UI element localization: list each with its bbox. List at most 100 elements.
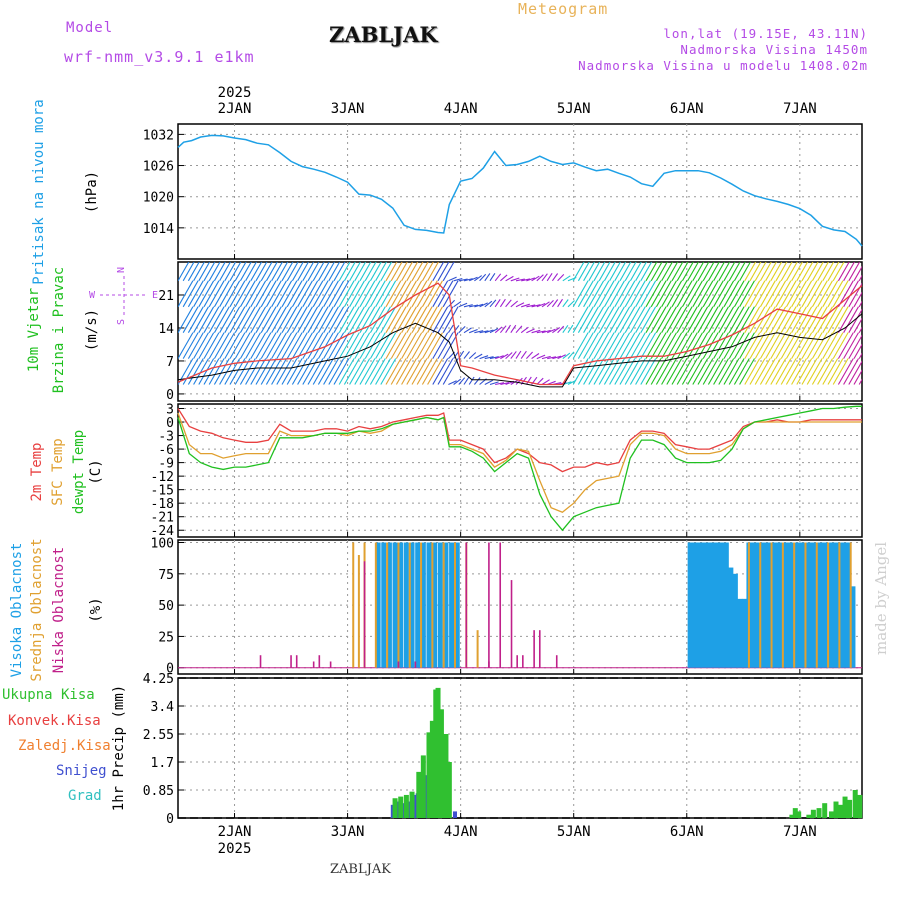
wind-barb [567,324,574,333]
model-elevation-info: Nadmorska Visina u modelu 1408.02m [578,58,868,73]
wind-barb [463,351,470,359]
elevation-info: Nadmorska Visina 1450m [680,42,868,57]
wind-barb [811,280,828,308]
wind-barb [723,262,736,282]
wind-barb [437,306,454,333]
high-cloud-bar [737,598,743,668]
panel-wind: 0 7 14 21 [158,261,863,403]
wind-barb [495,355,504,360]
wind-barb [624,262,637,282]
wind-barb [421,332,438,359]
wind-barb [572,306,589,333]
wind-barb [291,332,308,359]
rain-bar [398,796,404,818]
wind-barb [250,262,263,282]
wind-barb [801,306,818,333]
wind-barb [224,332,241,359]
wind-barb [505,275,514,282]
wind-barb [182,262,195,282]
wind-barb [806,332,823,359]
wind-barb [187,358,204,385]
wind-barb [421,262,434,282]
cloud-unit: (%) [88,597,104,622]
y-tick-label: 0 [166,662,174,677]
low-cloud-bar [533,630,535,668]
panel-frame [177,539,863,675]
wind-axis-title-2: Brzina i Pravac [51,267,67,393]
wind-barb [333,262,346,282]
rain-bar [426,732,432,818]
wind-barb [406,280,423,308]
wind-barb [832,358,849,385]
wind-barb [723,332,740,359]
wind-barb [655,332,672,359]
rain-bar [847,799,853,818]
wind-barb [858,378,862,385]
footer-station: ZABLJAK [330,862,391,877]
wind-barb [307,358,324,385]
y-tick-label: 0 [166,416,174,431]
wind-barb [588,262,601,282]
wind-barb [312,306,329,333]
pressure-line [177,134,863,247]
wind-barb [702,280,719,308]
wind-barb [406,332,423,359]
wind-barb [785,306,802,333]
wind-barb [629,358,646,385]
y-tick-label: 21 [158,289,174,304]
temp-axis-title-3: dewpt Temp [71,430,87,514]
wind-barb [822,306,839,333]
wind-barb [411,332,428,359]
y-tick-label: 0 [166,388,174,403]
wind-barb [338,262,351,282]
wind-barb [811,332,828,359]
panel-frame [177,123,863,260]
wind-unit: (m/s) [84,309,100,351]
wind-barb [791,358,807,385]
wind-barb [707,262,720,282]
wind-barb [515,377,523,385]
high-cloud-bar [705,542,711,668]
wind-barb [271,332,287,359]
wind-barb [655,280,672,308]
wind-barb [276,332,293,359]
wind-barb [640,306,657,333]
wind-barb [588,280,605,308]
mid-cloud-bar [442,542,445,668]
wind-barb [754,280,771,308]
wind-barb [718,306,735,333]
wind-barb [832,332,849,359]
wind-barb [780,280,797,308]
wind-barb [390,358,407,385]
wind-barb [411,280,428,308]
wind-barb [832,280,849,308]
wind-barb [343,280,360,308]
wind-barb [521,278,531,282]
rain-bar [810,809,816,818]
wind-barb [395,358,412,385]
wind-barb [203,358,220,385]
wind-barb [375,332,391,359]
wind-barb [796,306,813,333]
wind-barb [770,280,787,308]
wind-barb [645,332,662,359]
wind-barb [495,382,505,386]
wind-barb [837,358,854,385]
wind-barb [281,262,294,282]
wind-barb [609,306,625,333]
wind-barb [286,306,303,333]
wind-barb [557,354,566,360]
wind-barb [245,332,261,359]
wind-barb [775,262,788,282]
wind-barb [317,358,334,385]
y-tick-label: -12 [151,470,174,485]
wind-barb [645,262,658,282]
wind-barb [271,306,287,333]
wind-barb [432,332,449,359]
wind-barb [291,358,308,385]
high-cloud-bar [449,542,455,668]
wind-barbs [178,262,862,386]
wind-barb [213,358,230,385]
wind-barb [474,303,484,308]
